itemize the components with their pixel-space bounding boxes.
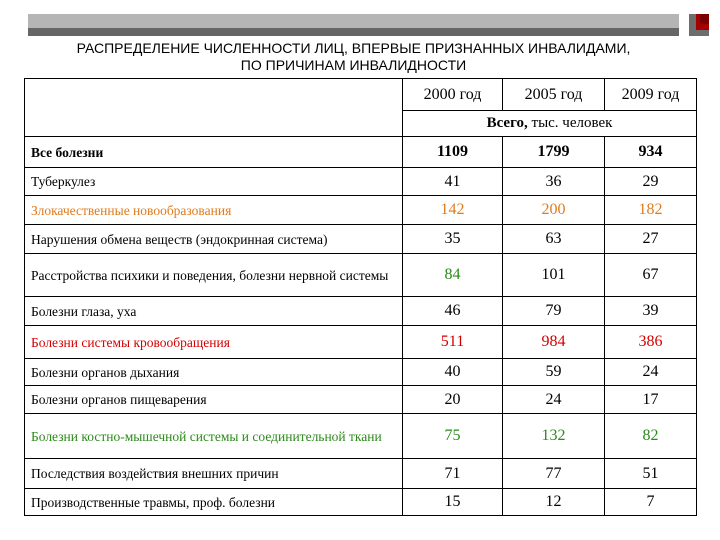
row-label: Нарушения обмена веществ (эндокринная си… — [24, 224, 403, 254]
row-value: 40 — [402, 358, 503, 386]
row-value: 984 — [502, 325, 605, 359]
row-value: 386 — [604, 325, 697, 359]
row-value: 82 — [604, 413, 697, 459]
row-value: 77 — [502, 458, 605, 489]
header-year-2000: 2000 год — [402, 78, 503, 111]
header-empty-cell — [24, 78, 403, 111]
row-label: Злокачественные новообразования — [24, 195, 403, 225]
table-row: Все болезни 1109 1799 934 — [24, 136, 697, 168]
row-value: 24 — [604, 358, 697, 386]
row-label: Последствия воздействия внешних причин — [24, 458, 403, 489]
total-label-rest: тыс. человек — [527, 115, 613, 131]
row-value: 182 — [604, 195, 697, 225]
row-value: 12 — [502, 488, 605, 516]
row-value: 35 — [402, 224, 503, 254]
header-empty-cell-2 — [24, 110, 403, 137]
corner-accent — [689, 14, 709, 36]
table-body: Все болезни 1109 1799 934 Туберкулез 41 36 29 Зл… — [24, 136, 697, 516]
disability-table: 2000 год 2005 год 2009 год Всего, тыс. ч… — [24, 78, 697, 516]
table-row: Нарушения обмена веществ (эндокринная си… — [24, 224, 697, 254]
slide-top-bar — [0, 0, 720, 36]
total-label-bold: Всего, — [486, 115, 528, 131]
table-row: Производственные травмы, проф. болезни 15… — [24, 488, 697, 516]
row-value: 7 — [604, 488, 697, 516]
page-title: РАСПРЕДЕЛЕНИЕ ЧИСЛЕННОСТИ ЛИЦ, ВПЕРВЫЕ П… — [28, 40, 679, 74]
row-value: 17 — [604, 385, 697, 414]
row-value: 934 — [604, 136, 697, 168]
table-row: Болезни костно-мышечной системы и соедин… — [24, 413, 697, 459]
table-row: Злокачественные новообразования 142 200 182 — [24, 195, 697, 225]
row-value: 24 — [502, 385, 605, 414]
top-bar-light — [28, 14, 679, 30]
row-value: 511 — [402, 325, 503, 359]
row-value: 63 — [502, 224, 605, 254]
table-row: Болезни органов дыхания 40 59 24 — [24, 358, 697, 386]
row-value: 51 — [604, 458, 697, 489]
row-label: Производственные травмы, проф. болезни — [24, 488, 403, 516]
row-value: 1799 — [502, 136, 605, 168]
title-line-2: ПО ПРИЧИНАМ ИНВАЛИДНОСТИ — [240, 57, 467, 73]
corner-accent-inner-dark — [700, 14, 709, 24]
row-label: Болезни органов пищеварения — [24, 385, 403, 414]
row-label: Болезни системы кровообращения — [24, 325, 403, 359]
row-value: 36 — [502, 167, 605, 196]
header-year-2005: 2005 год — [502, 78, 605, 111]
row-value: 29 — [604, 167, 697, 196]
header-row-years: 2000 год 2005 год 2009 год — [24, 78, 697, 111]
row-value: 39 — [604, 296, 697, 326]
title-line-1: РАСПРЕДЕЛЕНИЕ ЧИСЛЕННОСТИ ЛИЦ, ВПЕРВЫЕ П… — [76, 40, 631, 56]
row-label: Расстройства психики и поведения, болезн… — [24, 253, 403, 297]
row-value: 79 — [502, 296, 605, 326]
header-total-label: Всего, тыс. человек — [402, 110, 697, 137]
row-value: 27 — [604, 224, 697, 254]
row-value: 20 — [402, 385, 503, 414]
row-value: 41 — [402, 167, 503, 196]
row-label: Туберкулез — [24, 167, 403, 196]
row-value: 75 — [402, 413, 503, 459]
row-value: 71 — [402, 458, 503, 489]
table-row: Болезни глаза, уха 46 79 39 — [24, 296, 697, 326]
table-row: Туберкулез 41 36 29 — [24, 167, 697, 196]
row-label: Болезни костно-мышечной системы и соедин… — [24, 413, 403, 459]
row-value: 101 — [502, 253, 605, 297]
row-value: 67 — [604, 253, 697, 297]
row-value: 46 — [402, 296, 503, 326]
row-value: 1109 — [402, 136, 503, 168]
header-year-2009: 2009 год — [604, 78, 697, 111]
row-value: 200 — [502, 195, 605, 225]
table-row: Болезни органов пищеварения 20 24 17 — [24, 385, 697, 414]
table-row: Последствия воздействия внешних причин 71… — [24, 458, 697, 489]
row-value: 142 — [402, 195, 503, 225]
row-label: Болезни органов дыхания — [24, 358, 403, 386]
row-label: Все болезни — [24, 136, 403, 168]
row-value: 84 — [402, 253, 503, 297]
header-row-total: Всего, тыс. человек — [24, 110, 697, 137]
table-row: Болезни системы кровообращения 511 984 386 — [24, 325, 697, 359]
top-bar-dark — [28, 28, 679, 36]
table-row: Расстройства психики и поведения, болезн… — [24, 253, 697, 297]
row-value: 132 — [502, 413, 605, 459]
row-label: Болезни глаза, уха — [24, 296, 403, 326]
row-value: 59 — [502, 358, 605, 386]
row-value: 15 — [402, 488, 503, 516]
